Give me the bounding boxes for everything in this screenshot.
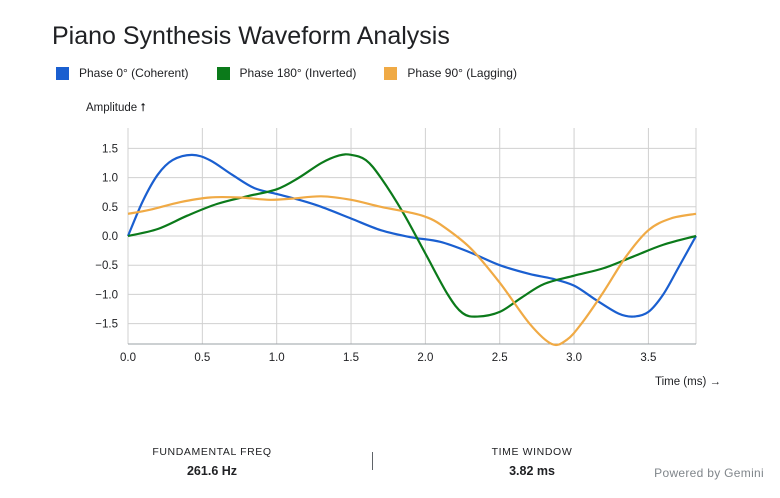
stat-time-window: TIME WINDOW 3.82 ms [432, 446, 632, 478]
chart-series-lines [126, 153, 697, 347]
stat-label: FUNDAMENTAL FREQ [152, 446, 272, 458]
series-line-coherent [126, 153, 697, 318]
x-tick-label: 2.0 [417, 352, 433, 364]
x-tick-label: 3.0 [566, 352, 582, 364]
y-tick-label: 0.5 [102, 202, 118, 214]
x-tick-label: 0.0 [120, 352, 136, 364]
y-tick-label: 1.0 [102, 173, 118, 185]
chart-title: Piano Synthesis Waveform Analysis [52, 22, 450, 50]
y-tick-label: 0.0 [102, 231, 118, 243]
x-tick-label: 1.0 [269, 352, 285, 364]
series-line-lagging [127, 195, 697, 347]
legend-item-inverted[interactable]: Phase 180° (Inverted) [216, 66, 357, 80]
stat-value: 3.82 ms [509, 464, 555, 478]
footer-stats: FUNDAMENTAL FREQ 261.6 Hz TIME WINDOW 3.… [0, 440, 780, 490]
series-line-inverted [127, 153, 697, 318]
chart-tick-labels: 0.0 0.5 1.0 1.5 2.0 2.5 3.0 3.5 1.5 1.0 0.5 0.0 −0.5… [95, 143, 656, 364]
stat-label: TIME WINDOW [491, 446, 573, 458]
y-axis-label: Amplitude ⭡ [86, 102, 146, 114]
stat-fundamental-freq: FUNDAMENTAL FREQ 261.6 Hz [112, 446, 312, 478]
y-tick-label: 1.5 [102, 143, 118, 155]
y-tick-label: −1.0 [95, 289, 118, 301]
x-axis-label: Time (ms) → [655, 376, 721, 388]
waveform-chart: 0.0 0.5 1.0 1.5 2.0 2.5 3.0 3.5 1.5 1.0 0.5 0.0 −0.5… [86, 102, 721, 388]
stat-value: 261.6 Hz [186, 464, 238, 478]
legend-label-lagging: Phase 90° (Lagging) [407, 66, 517, 80]
x-tick-label: 3.5 [640, 352, 656, 364]
chart-grid [127, 128, 697, 345]
legend-label-coherent: Phase 0° (Coherent) [79, 66, 189, 80]
legend-swatch-coherent [56, 66, 69, 80]
powered-by-label: Powered by Gemini [654, 466, 764, 480]
y-tick-label: −1.5 [95, 319, 118, 331]
legend-item-lagging[interactable]: Phase 90° (Lagging) [384, 66, 517, 80]
legend-label-inverted: Phase 180° (Inverted) [239, 66, 357, 80]
x-tick-label: 1.5 [343, 352, 359, 364]
y-tick-label: −0.5 [95, 260, 118, 272]
stat-divider [372, 452, 373, 470]
legend: Phase 0° (Coherent) Phase 180° (Inverted… [56, 66, 517, 80]
x-tick-label: 0.5 [194, 352, 210, 364]
x-tick-label: 2.5 [492, 352, 508, 364]
legend-item-coherent[interactable]: Phase 0° (Coherent) [56, 66, 189, 80]
legend-swatch-lagging [384, 66, 398, 80]
legend-swatch-inverted [216, 66, 230, 80]
